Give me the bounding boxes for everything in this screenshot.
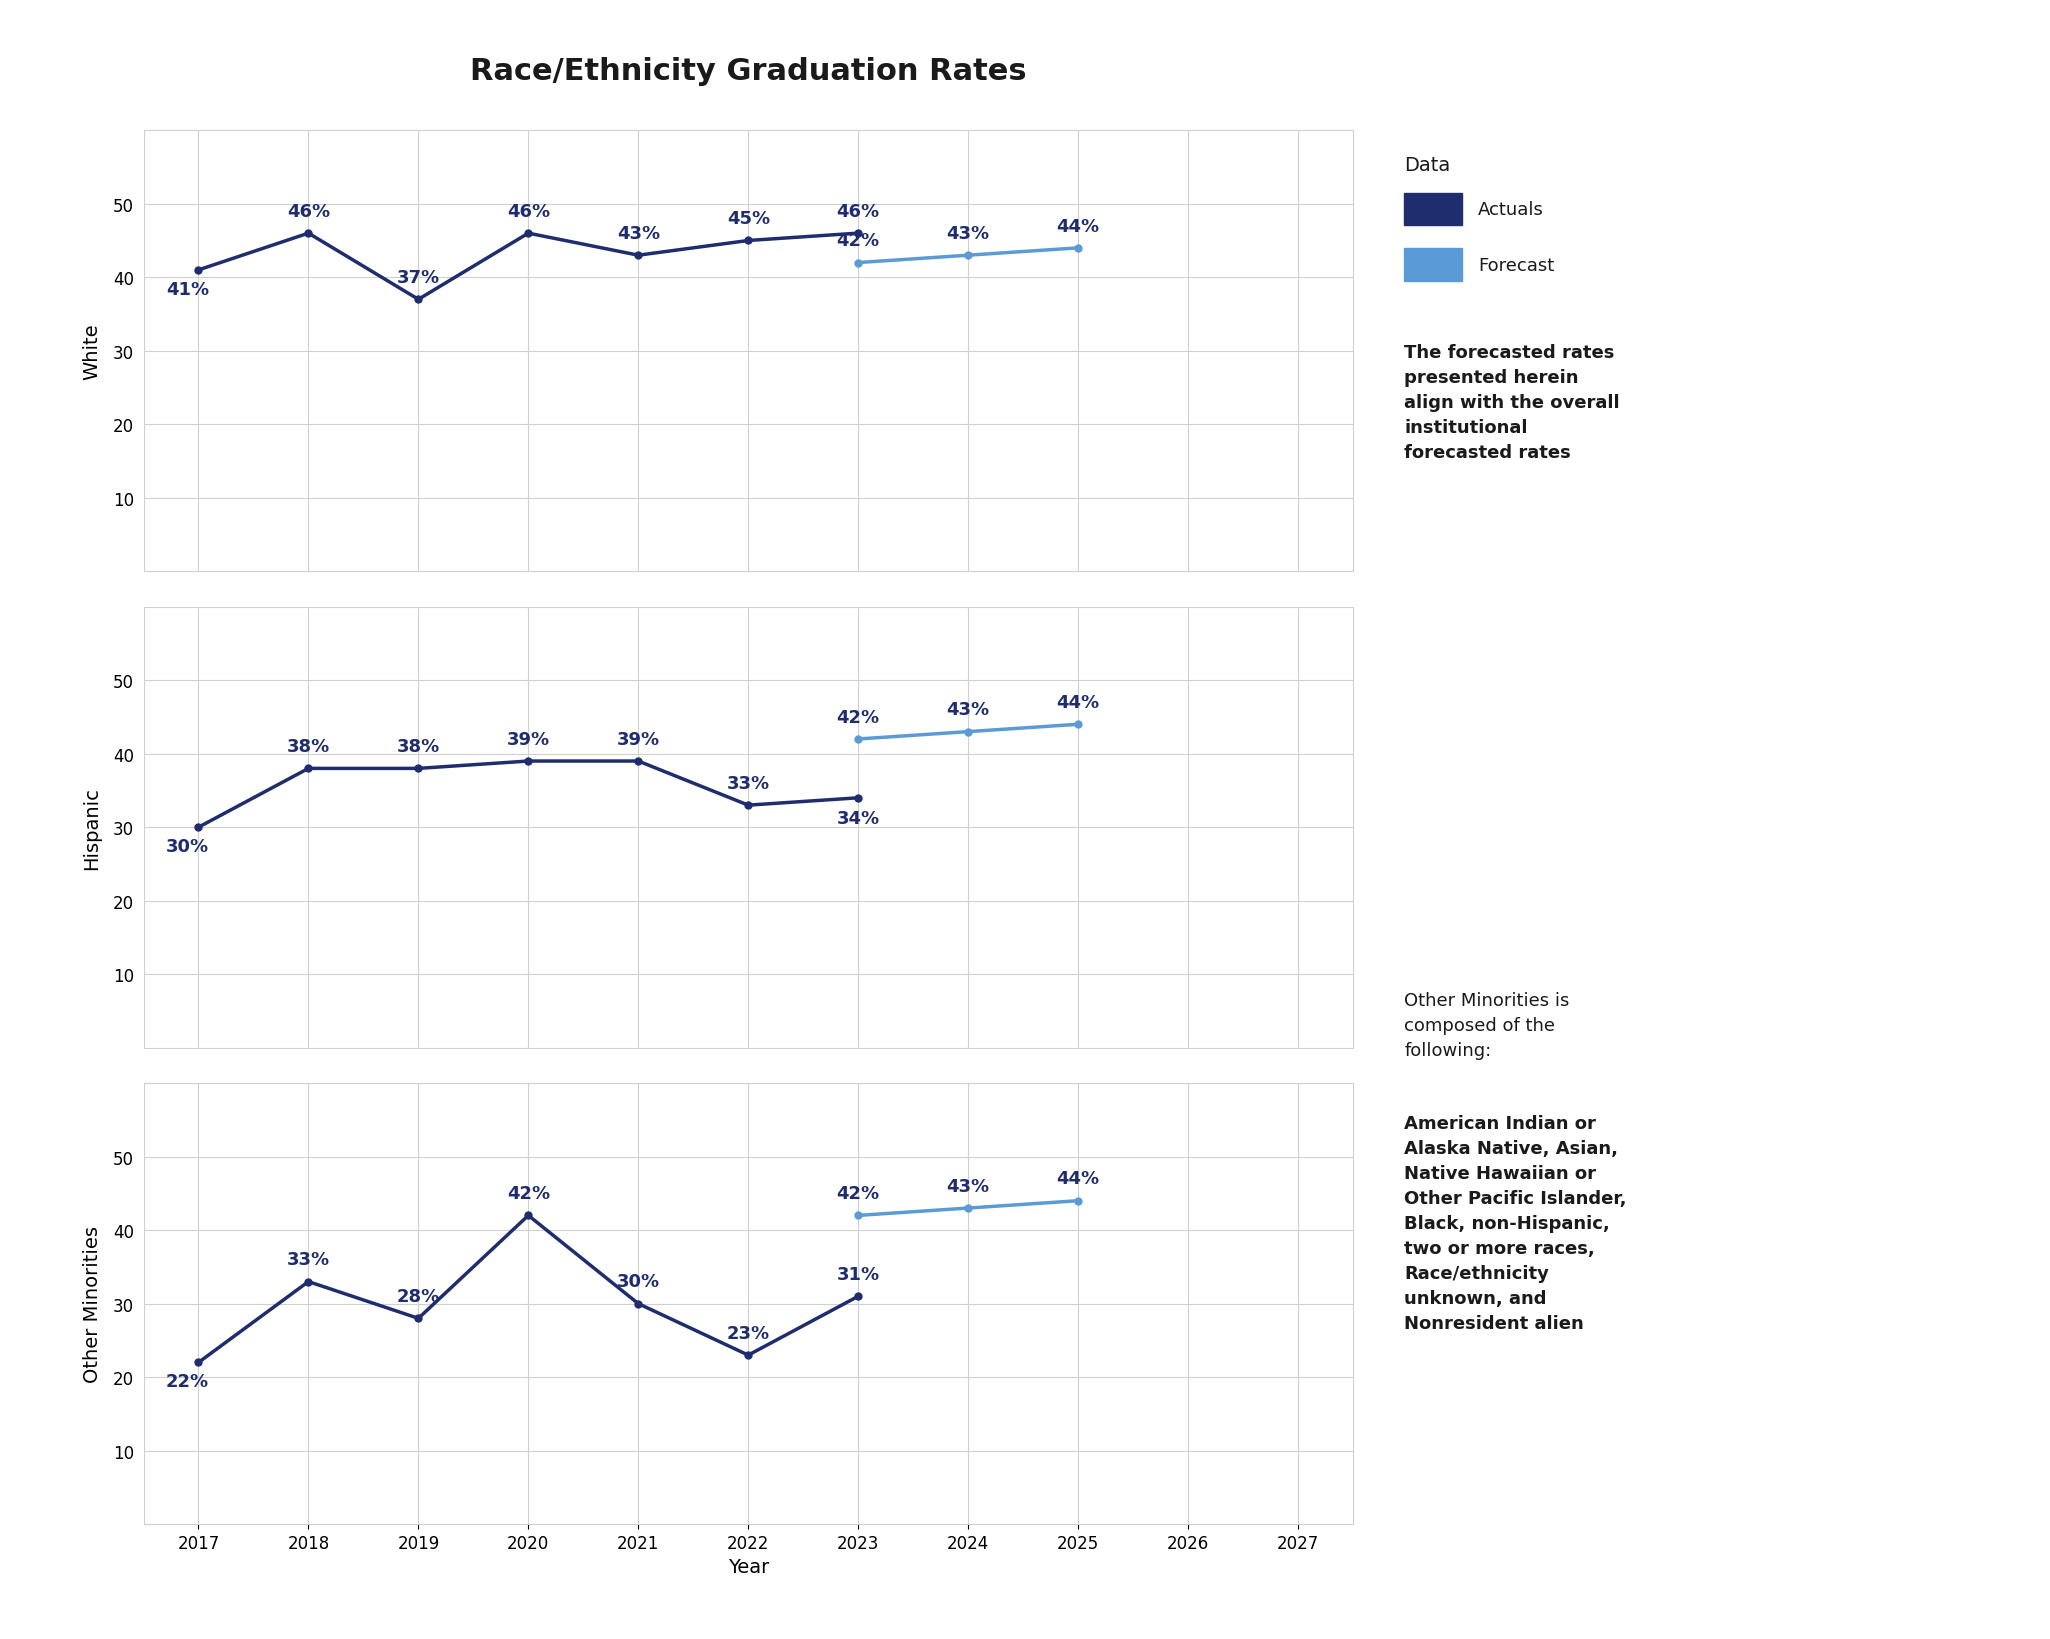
Text: 43%: 43% [947, 701, 990, 720]
Y-axis label: Hispanic: Hispanic [82, 787, 102, 869]
Text: Actuals: Actuals [1478, 202, 1544, 218]
Text: 38%: 38% [398, 738, 441, 756]
Text: 44%: 44% [1056, 693, 1099, 711]
X-axis label: Year: Year [728, 1557, 769, 1577]
Text: Race/Ethnicity Graduation Rates: Race/Ethnicity Graduation Rates [469, 57, 1027, 87]
Text: 30%: 30% [617, 1272, 660, 1290]
Text: 42%: 42% [836, 708, 879, 726]
Text: 31%: 31% [836, 1265, 879, 1283]
Y-axis label: Other Minorities: Other Minorities [82, 1226, 102, 1382]
Text: 33%: 33% [287, 1251, 330, 1269]
Text: 38%: 38% [287, 738, 330, 756]
Text: 43%: 43% [947, 225, 990, 243]
Text: 42%: 42% [836, 233, 879, 251]
Text: 39%: 39% [617, 731, 660, 749]
Text: 34%: 34% [836, 810, 879, 828]
Text: 30%: 30% [166, 838, 209, 856]
Text: 46%: 46% [287, 203, 330, 221]
Text: 42%: 42% [506, 1185, 549, 1203]
Text: 46%: 46% [506, 203, 549, 221]
Text: The forecasted rates
presented herein
align with the overall
institutional
forec: The forecasted rates presented herein al… [1404, 344, 1620, 462]
Text: Other Minorities is
composed of the
following:: Other Minorities is composed of the foll… [1404, 992, 1570, 1059]
Text: 46%: 46% [836, 203, 879, 221]
Text: 28%: 28% [398, 1287, 441, 1305]
Text: 41%: 41% [166, 280, 209, 298]
Text: 43%: 43% [617, 225, 660, 243]
Text: 33%: 33% [726, 775, 771, 792]
Text: Forecast: Forecast [1478, 257, 1554, 274]
Text: American Indian or
Alaska Native, Asian,
Native Hawaiian or
Other Pacific Island: American Indian or Alaska Native, Asian,… [1404, 1115, 1628, 1333]
Text: 42%: 42% [836, 1185, 879, 1203]
Text: 23%: 23% [726, 1324, 771, 1342]
Text: 22%: 22% [166, 1372, 209, 1390]
Text: 39%: 39% [506, 731, 549, 749]
Y-axis label: White: White [82, 323, 102, 380]
Text: 44%: 44% [1056, 218, 1099, 236]
Text: 37%: 37% [398, 269, 441, 287]
Text: 44%: 44% [1056, 1170, 1099, 1188]
Text: 43%: 43% [947, 1177, 990, 1195]
Text: 45%: 45% [726, 210, 771, 228]
Text: Data: Data [1404, 156, 1451, 175]
